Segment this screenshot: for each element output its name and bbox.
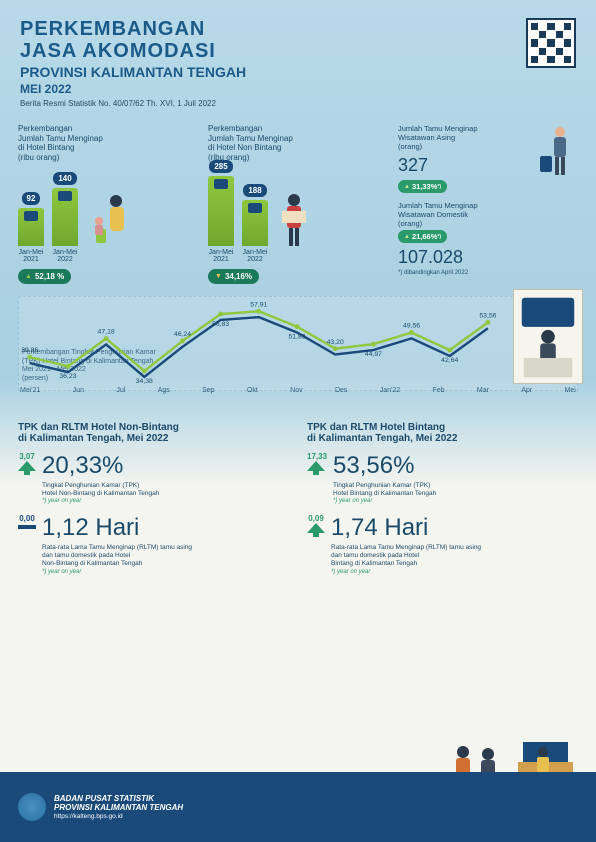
bar-label: Jan-Mei 2022	[243, 249, 268, 263]
title-line-1: PERKEMBANGAN	[20, 18, 576, 40]
bar-value: 188	[243, 184, 266, 197]
brs-number: Berita Resmi Statistik No. 40/07/62 Th. …	[20, 99, 576, 108]
metric-desc: Rata-rata Lama Tamu Menginap (RLTM) tamu…	[42, 544, 192, 568]
value-asing: 327	[398, 155, 428, 176]
metric-body: 1,74 Hari Rata-rata Lama Tamu Menginap (…	[331, 514, 481, 574]
change-domestik: 21,66%*)	[398, 230, 447, 243]
svg-text:39,86: 39,86	[21, 348, 38, 355]
tourist-map-icon	[276, 191, 312, 249]
metric-value: 1,12 Hari	[42, 514, 192, 542]
bar-chart: 92 Jan-Mei 2021 140 Jan-Mei 2022	[18, 168, 198, 263]
tpk-line-chart: 39,86 36,23 47,18 34,38 46,24 56,83 57,91 51,89…	[18, 296, 578, 391]
metric-desc: Tingkat Penghunian Kamar (TPK) Hotel Bin…	[333, 482, 436, 498]
svg-text:47,18: 47,18	[98, 329, 115, 336]
svg-text:42,64: 42,64	[441, 357, 458, 364]
arrow-up-icon	[307, 523, 325, 537]
metric-tpk: 17,33 53,56% Tingkat Penghunian Kamar (T…	[307, 452, 578, 504]
traveler-family-icon	[86, 191, 134, 249]
svg-text:36,23: 36,23	[59, 373, 76, 380]
bar-2022: 140 Jan-Mei 2022	[52, 172, 78, 263]
metric-desc: Rata-rata Lama Tamu Menginap (RLTM) tamu…	[331, 544, 481, 568]
metric-value: 53,56%	[333, 452, 436, 480]
bar	[52, 188, 78, 246]
bar	[18, 208, 44, 246]
bar-value: 140	[53, 172, 76, 185]
change-badge: 34,16%	[208, 269, 259, 284]
card-bintang: TPK dan RLTM Hotel Bintang di Kalimantan…	[307, 422, 578, 585]
org-province: PROVINSI KALIMANTAN TENGAH	[54, 803, 183, 813]
panel-title: Perkembangan Jumlah Tamu Menginap di Hot…	[208, 124, 388, 162]
receptionist-icon	[513, 289, 583, 384]
title-line-2: JASA AKOMODASI	[20, 40, 576, 62]
delta-indicator: 0,09	[307, 514, 325, 537]
panel-hotel-bintang: Perkembangan Jumlah Tamu Menginap di Hot…	[18, 124, 198, 284]
svg-text:53,56: 53,56	[479, 313, 496, 320]
org-url: https://kalteng.bps.go.id	[54, 813, 183, 821]
panel-hotel-nonbintang: Perkembangan Jumlah Tamu Menginap di Hot…	[208, 124, 388, 284]
qr-code	[526, 18, 576, 68]
svg-text:57,91: 57,91	[250, 302, 267, 309]
bar-2021: 285 Jan-Mei 2021	[208, 160, 234, 263]
footer: BADAN PUSAT STATISTIK PROVINSI KALIMANTA…	[0, 772, 596, 842]
bar	[242, 200, 268, 246]
page: PERKEMBANGAN JASA AKOMODASI PROVINSI KAL…	[0, 0, 596, 842]
line-chart-section: 39,86 36,23 47,18 34,38 46,24 56,83 57,91 51,89…	[18, 296, 578, 394]
card-title: TPK dan RLTM Hotel Non-Bintang di Kalima…	[18, 422, 289, 444]
change-asing: 31,33%*)	[398, 180, 447, 193]
arrow-up-icon	[307, 461, 325, 475]
panel-title: Perkembangan Jumlah Tamu Menginap di Hot…	[18, 124, 198, 162]
yoy-note: *) year on year	[331, 569, 481, 575]
yoy-note: *) year on year	[42, 498, 159, 504]
metric-body: 20,33% Tingkat Penghunian Kamar (TPK) Ho…	[42, 452, 159, 504]
svg-text:46,24: 46,24	[174, 331, 191, 338]
svg-text:56,83: 56,83	[212, 321, 229, 328]
arrow-flat-icon	[18, 523, 36, 531]
yoy-note: *) year on year	[42, 569, 192, 575]
svg-text:51,89: 51,89	[288, 334, 305, 341]
bar-2022: 188 Jan-Mei 2022	[242, 184, 268, 263]
bar-chart: 285 Jan-Mei 2021 188 Jan-Mei 2022	[208, 168, 388, 263]
bar-value: 285	[209, 160, 232, 173]
footer-text: BADAN PUSAT STATISTIK PROVINSI KALIMANTA…	[54, 794, 183, 821]
metric-rltm: 0,00 1,12 Hari Rata-rata Lama Tamu Mengi…	[18, 514, 289, 574]
svg-text:34,38: 34,38	[136, 378, 153, 385]
bar-2021: 92 Jan-Mei 2021	[18, 192, 44, 263]
value-domestik: 107.028	[398, 247, 578, 268]
arrow-up-icon	[18, 461, 36, 475]
metric-rltm: 0,09 1,74 Hari Rata-rata Lama Tamu Mengi…	[307, 514, 578, 574]
label-domestik: Jumlah Tamu Menginap Wisatawan Domestik …	[398, 201, 578, 228]
bar-label: Jan-Mei 2021	[209, 249, 234, 263]
svg-text:44,97: 44,97	[365, 351, 382, 358]
metric-value: 1,74 Hari	[331, 514, 481, 542]
metric-body: 1,12 Hari Rata-rata Lama Tamu Menginap (…	[42, 514, 192, 574]
bar	[208, 176, 234, 246]
yoy-note: *) year on year	[333, 498, 436, 504]
bottom-cards: TPK dan RLTM Hotel Non-Bintang di Kalima…	[0, 394, 596, 585]
bps-logo-icon	[18, 793, 46, 821]
title-period: MEI 2022	[20, 82, 576, 96]
title-line-3: PROVINSI KALIMANTAN TENGAH	[20, 64, 576, 80]
metric-desc: Tingkat Penghunian Kamar (TPK) Hotel Non…	[42, 482, 159, 498]
card-nonbintang: TPK dan RLTM Hotel Non-Bintang di Kalima…	[18, 422, 289, 585]
delta-indicator: 17,33	[307, 452, 327, 475]
top-panels: Perkembangan Jumlah Tamu Menginap di Hot…	[0, 116, 596, 284]
metric-value: 20,33%	[42, 452, 159, 480]
org-name: BADAN PUSAT STATISTIK	[54, 794, 183, 804]
metric-body: 53,56% Tingkat Penghunian Kamar (TPK) Ho…	[333, 452, 436, 504]
bar-label: Jan-Mei 2021	[19, 249, 44, 263]
change-badge: 52,18 %	[18, 269, 71, 284]
svg-text:43,20: 43,20	[327, 339, 344, 346]
delta-indicator: 0,00	[18, 514, 36, 531]
traveler-luggage-icon	[538, 124, 578, 179]
svg-text:49,56: 49,56	[403, 323, 420, 330]
bar-label: Jan-Mei 2022	[53, 249, 78, 263]
panel-wisatawan: Jumlah Tamu Menginap Wisatawan Asing (or…	[398, 124, 578, 284]
footnote: *) dibandingkan April 2022	[398, 270, 578, 276]
metric-tpk: 3,07 20,33% Tingkat Penghunian Kamar (TP…	[18, 452, 289, 504]
delta-indicator: 3,07	[18, 452, 36, 475]
bar-value: 92	[22, 192, 41, 205]
card-title: TPK dan RLTM Hotel Bintang di Kalimantan…	[307, 422, 578, 444]
header: PERKEMBANGAN JASA AKOMODASI PROVINSI KAL…	[0, 0, 596, 116]
